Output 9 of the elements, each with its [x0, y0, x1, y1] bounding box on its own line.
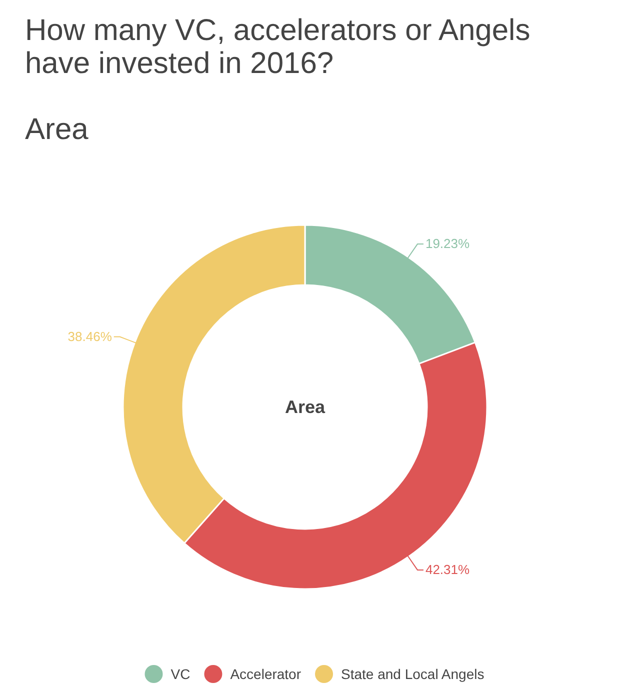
- legend-label: VC: [170, 666, 190, 682]
- legend-label: Accelerator: [230, 666, 302, 682]
- chart-subtitle: Area: [25, 113, 89, 146]
- chart-title: How many VC, accelerators or Angels have invested in 2016?: [25, 14, 530, 80]
- text: Area: [284, 397, 326, 417]
- data-label: 42.31%: [425, 562, 470, 577]
- data-label: 19.23%: [425, 236, 470, 252]
- legend-label: State and Local Angels: [341, 666, 484, 682]
- data-label: 38.46%: [68, 328, 112, 344]
